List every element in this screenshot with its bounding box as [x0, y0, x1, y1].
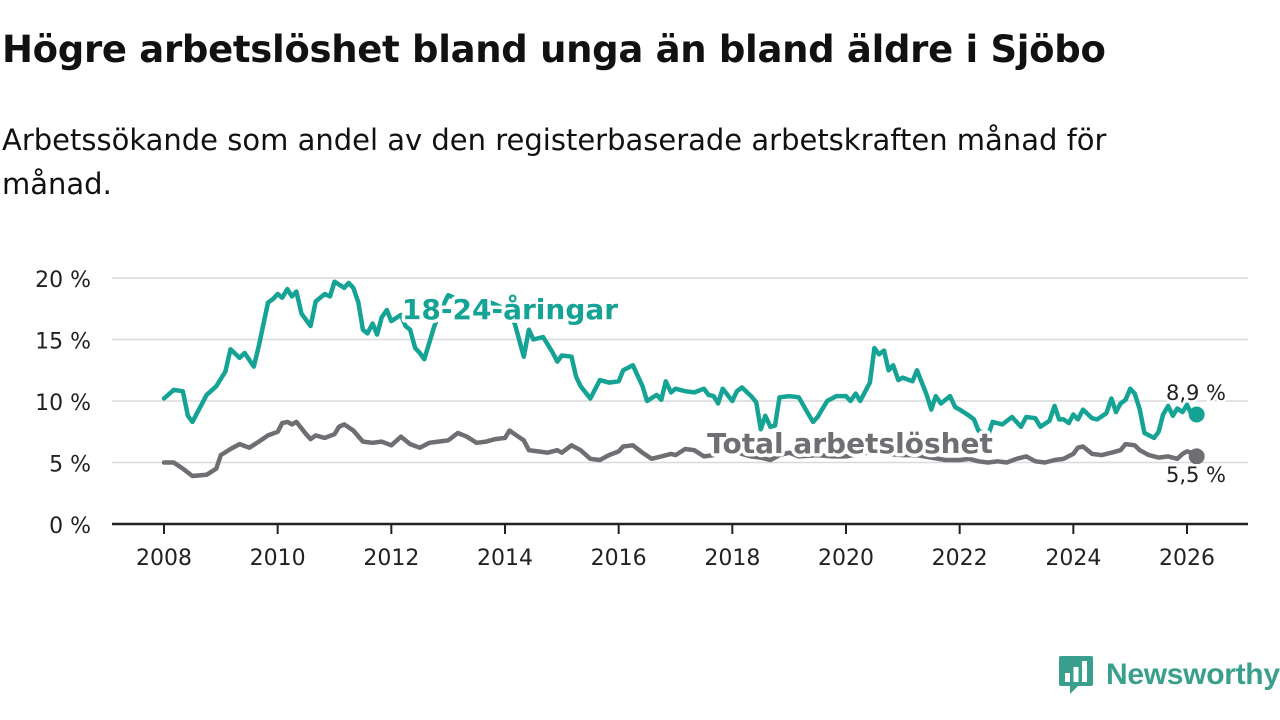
x-tick-label: 2014 [477, 546, 533, 571]
series-lines [161, 279, 1205, 479]
chart-title: Högre arbetslöshet bland unga än bland ä… [2, 28, 1106, 71]
end-value-youth: 8,9 % [1166, 381, 1226, 405]
series-labels: 18-24-åringar Total arbetslöshet 8,9 % 5,5 … [398, 290, 1228, 490]
newsworthy-logo: Newsworthy [1058, 652, 1280, 698]
y-tick-label: 10 % [35, 391, 91, 416]
y-tick-label: 5 % [49, 453, 91, 478]
chart-subtitle: Arbetssökande som andel av den registerb… [2, 123, 1107, 201]
series-line-total [161, 419, 1199, 479]
x-tick-label: 2012 [363, 546, 419, 571]
x-tick-label: 2016 [591, 546, 647, 571]
x-axis: 2008 2010 2012 2014 2016 2018 2020 2022 2024 2026 [112, 522, 1248, 571]
x-tick-label: 2018 [704, 546, 760, 571]
end-marker-youth [1188, 406, 1205, 423]
x-tick-label: 2024 [1045, 546, 1101, 571]
x-tick-label: 2020 [818, 546, 874, 571]
y-tick-label: 15 % [35, 330, 91, 355]
x-tick-label: 2026 [1159, 546, 1215, 571]
grid-lines [112, 277, 1248, 464]
end-marker-total [1188, 448, 1205, 465]
newsworthy-icon [1059, 656, 1093, 694]
x-tick-label: 2022 [932, 546, 988, 571]
end-value-total: 5,5 % [1166, 463, 1226, 487]
series-label-total: Total arbetslöshet [707, 427, 993, 460]
x-tick-label: 2010 [250, 546, 306, 571]
series-line-youth [161, 279, 1199, 441]
y-tick-label: 20 % [35, 268, 91, 293]
x-tick-label: 2008 [136, 546, 192, 571]
y-tick-label: 0 % [49, 514, 91, 539]
y-axis-ticks: 0 % 5 % 10 % 15 % 20 % [35, 268, 91, 539]
series-label-youth: 18-24-åringar [402, 293, 618, 326]
brand-name: Newsworthy [1106, 658, 1280, 691]
